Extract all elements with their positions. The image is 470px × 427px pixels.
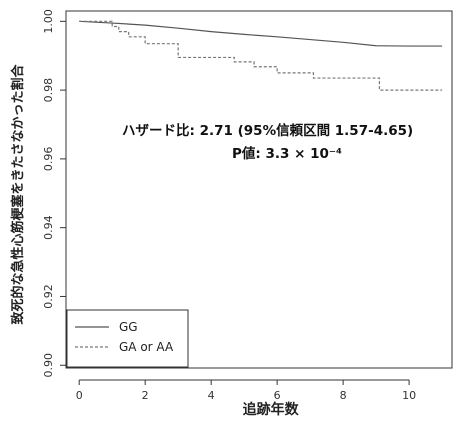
annotation-p-value: P値: 3.3 × 10⁻⁴ — [232, 145, 342, 162]
y-tick-label: 0.96 — [42, 147, 55, 172]
x-tick-label: 10 — [402, 389, 416, 402]
x-axis-title: 追跡年数 — [243, 401, 300, 418]
y-axis-title: 致死的な急性心筋梗塞をきたさなかった割合 — [10, 64, 26, 325]
y-tick-label: 0.92 — [42, 284, 55, 309]
legend-box — [66, 309, 189, 368]
x-tick-label: 2 — [142, 389, 149, 402]
series-line-gg — [79, 20, 443, 47]
y-tick-label: 1.00 — [42, 9, 55, 33]
annotation-hazard-ratio: ハザード比: 2.71 (95%信頼区間 1.57-4.65) — [122, 122, 413, 139]
plot-frame — [65, 10, 453, 369]
x-tick-label: 8 — [340, 389, 347, 402]
x-tick-label: 6 — [274, 389, 281, 402]
x-tick-label: 0 — [76, 389, 83, 402]
y-tick-label: 0.98 — [42, 78, 55, 103]
legend-label-0: GG — [119, 320, 138, 334]
y-tick-label: 0.94 — [42, 215, 55, 240]
series-line-ga-or-aa — [79, 20, 443, 91]
y-tick-label: 0.90 — [42, 353, 55, 378]
x-tick-label: 4 — [208, 389, 215, 402]
legend-label-1: GA or AA — [119, 340, 174, 354]
